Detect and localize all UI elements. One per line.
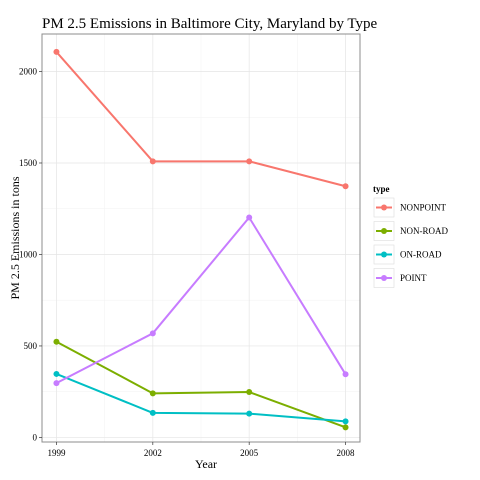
data-point-point	[53, 380, 60, 387]
y-tick-label: 0	[33, 432, 38, 442]
legend-title: type	[373, 184, 390, 194]
legend-label: POINT	[400, 273, 427, 283]
legend-item-non-road: NON-ROAD	[373, 221, 448, 241]
grid-lines	[42, 34, 360, 442]
data-point-non-road	[342, 424, 349, 431]
series-nonpoint	[53, 48, 349, 190]
data-point-on-road	[53, 370, 60, 377]
series-on-road	[53, 370, 349, 425]
x-axis-label: Year	[195, 457, 217, 471]
legend-key-point	[381, 228, 387, 234]
y-axis: 0 500 1000 1500 2000	[19, 67, 42, 442]
data-point-on-road	[342, 418, 349, 425]
x-tick-label: 2002	[144, 448, 162, 458]
legend-label: ON-ROAD	[400, 250, 442, 260]
data-point-non-road	[149, 390, 156, 397]
legend-key-point	[381, 275, 387, 281]
y-tick-label: 500	[24, 341, 38, 351]
y-axis-label: PM 2.5 Emissions in tons	[8, 176, 22, 299]
x-axis: 1999 2002 2005 2008	[47, 442, 355, 458]
series-point	[53, 214, 349, 387]
legend-label: NONPOINT	[400, 203, 447, 213]
legend-item-nonpoint: NONPOINT	[373, 197, 447, 218]
series-non-road	[53, 338, 349, 431]
x-tick-label: 2005	[240, 448, 259, 458]
x-tick-label: 1999	[47, 448, 66, 458]
data-point-point	[342, 371, 349, 378]
y-tick-label: 1000	[19, 249, 38, 259]
data-point-point	[246, 214, 253, 221]
series-line-non-road	[55, 340, 346, 429]
y-tick-label: 2000	[19, 67, 38, 77]
plot-border	[41, 33, 361, 443]
chart-title: PM 2.5 Emissions in Baltimore City, Mary…	[42, 16, 378, 32]
legend-key-point	[381, 251, 387, 258]
legend-label: NON-ROAD	[400, 226, 448, 236]
data-point-on-road	[149, 409, 156, 416]
legend-item-on-road: ON-ROAD	[373, 244, 442, 265]
data-point-point	[149, 330, 156, 337]
data-point-non-road	[246, 389, 253, 396]
legend-items: NONPOINT NON-ROAD ON-ROAD POINT	[373, 197, 448, 288]
data-point-on-road	[246, 410, 253, 417]
y-tick-label: 1500	[19, 158, 38, 168]
legend-item-point: POINT	[373, 268, 427, 288]
legend-key-point	[381, 204, 387, 211]
x-tick-label: 2008	[337, 448, 356, 458]
data-point-nonpoint	[53, 48, 60, 55]
series-lines	[53, 48, 349, 431]
series-line-on-road	[56, 373, 346, 423]
series-line-point	[55, 216, 347, 384]
series-line-nonpoint	[55, 51, 346, 188]
legend: type NONPOINT NON-ROAD ON-ROAD POINT	[373, 184, 448, 288]
plot-area	[41, 33, 361, 443]
data-point-nonpoint	[246, 158, 253, 165]
data-point-non-road	[53, 338, 60, 345]
data-point-nonpoint	[342, 183, 349, 190]
data-point-nonpoint	[149, 158, 156, 165]
